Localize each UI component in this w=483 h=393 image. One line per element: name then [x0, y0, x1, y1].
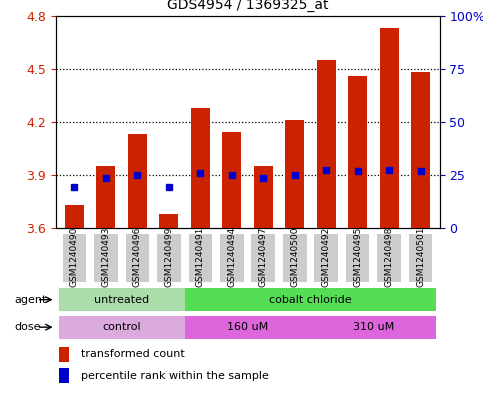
Title: GDS4954 / 1369325_at: GDS4954 / 1369325_at: [167, 0, 328, 12]
Bar: [411, 72, 430, 228]
Text: GSM1240499: GSM1240499: [164, 226, 173, 286]
Text: GSM1240496: GSM1240496: [133, 226, 142, 286]
Text: agent: agent: [14, 295, 47, 305]
Bar: [59, 288, 185, 311]
Bar: [380, 28, 398, 228]
Bar: [59, 316, 185, 339]
Bar: [314, 233, 338, 282]
Text: GSM1240501: GSM1240501: [416, 226, 425, 286]
Bar: [59, 347, 69, 362]
Bar: [311, 316, 436, 339]
Bar: [220, 233, 243, 282]
Text: GSM1240491: GSM1240491: [196, 226, 205, 286]
Text: GSM1240492: GSM1240492: [322, 226, 331, 286]
Text: cobalt chloride: cobalt chloride: [269, 295, 352, 305]
Text: GSM1240497: GSM1240497: [259, 226, 268, 286]
Bar: [285, 120, 304, 228]
Text: untreated: untreated: [94, 295, 149, 305]
Bar: [317, 60, 336, 228]
Bar: [252, 233, 275, 282]
Bar: [348, 76, 367, 228]
Text: GSM1240498: GSM1240498: [384, 226, 394, 286]
Text: 160 uM: 160 uM: [227, 322, 268, 332]
Bar: [65, 205, 84, 228]
Bar: [377, 233, 401, 282]
Text: percentile rank within the sample: percentile rank within the sample: [81, 371, 269, 381]
Bar: [346, 233, 369, 282]
Bar: [222, 132, 241, 228]
Bar: [63, 233, 86, 282]
Text: GSM1240495: GSM1240495: [353, 226, 362, 286]
Text: GSM1240490: GSM1240490: [70, 226, 79, 286]
Bar: [159, 214, 178, 228]
Text: GSM1240494: GSM1240494: [227, 226, 236, 286]
Bar: [97, 166, 115, 228]
Bar: [94, 233, 118, 282]
Bar: [185, 288, 436, 311]
Bar: [126, 233, 149, 282]
Text: control: control: [102, 322, 141, 332]
Text: dose: dose: [14, 322, 41, 332]
Text: 310 uM: 310 uM: [353, 322, 394, 332]
Bar: [191, 108, 210, 228]
Bar: [409, 233, 432, 282]
Bar: [254, 166, 273, 228]
Bar: [283, 233, 307, 282]
Text: transformed count: transformed count: [81, 349, 184, 359]
Bar: [128, 134, 147, 228]
Text: GSM1240493: GSM1240493: [101, 226, 111, 286]
Bar: [185, 316, 311, 339]
Bar: [59, 368, 69, 384]
Text: GSM1240500: GSM1240500: [290, 226, 299, 286]
Bar: [188, 233, 212, 282]
Bar: [157, 233, 181, 282]
